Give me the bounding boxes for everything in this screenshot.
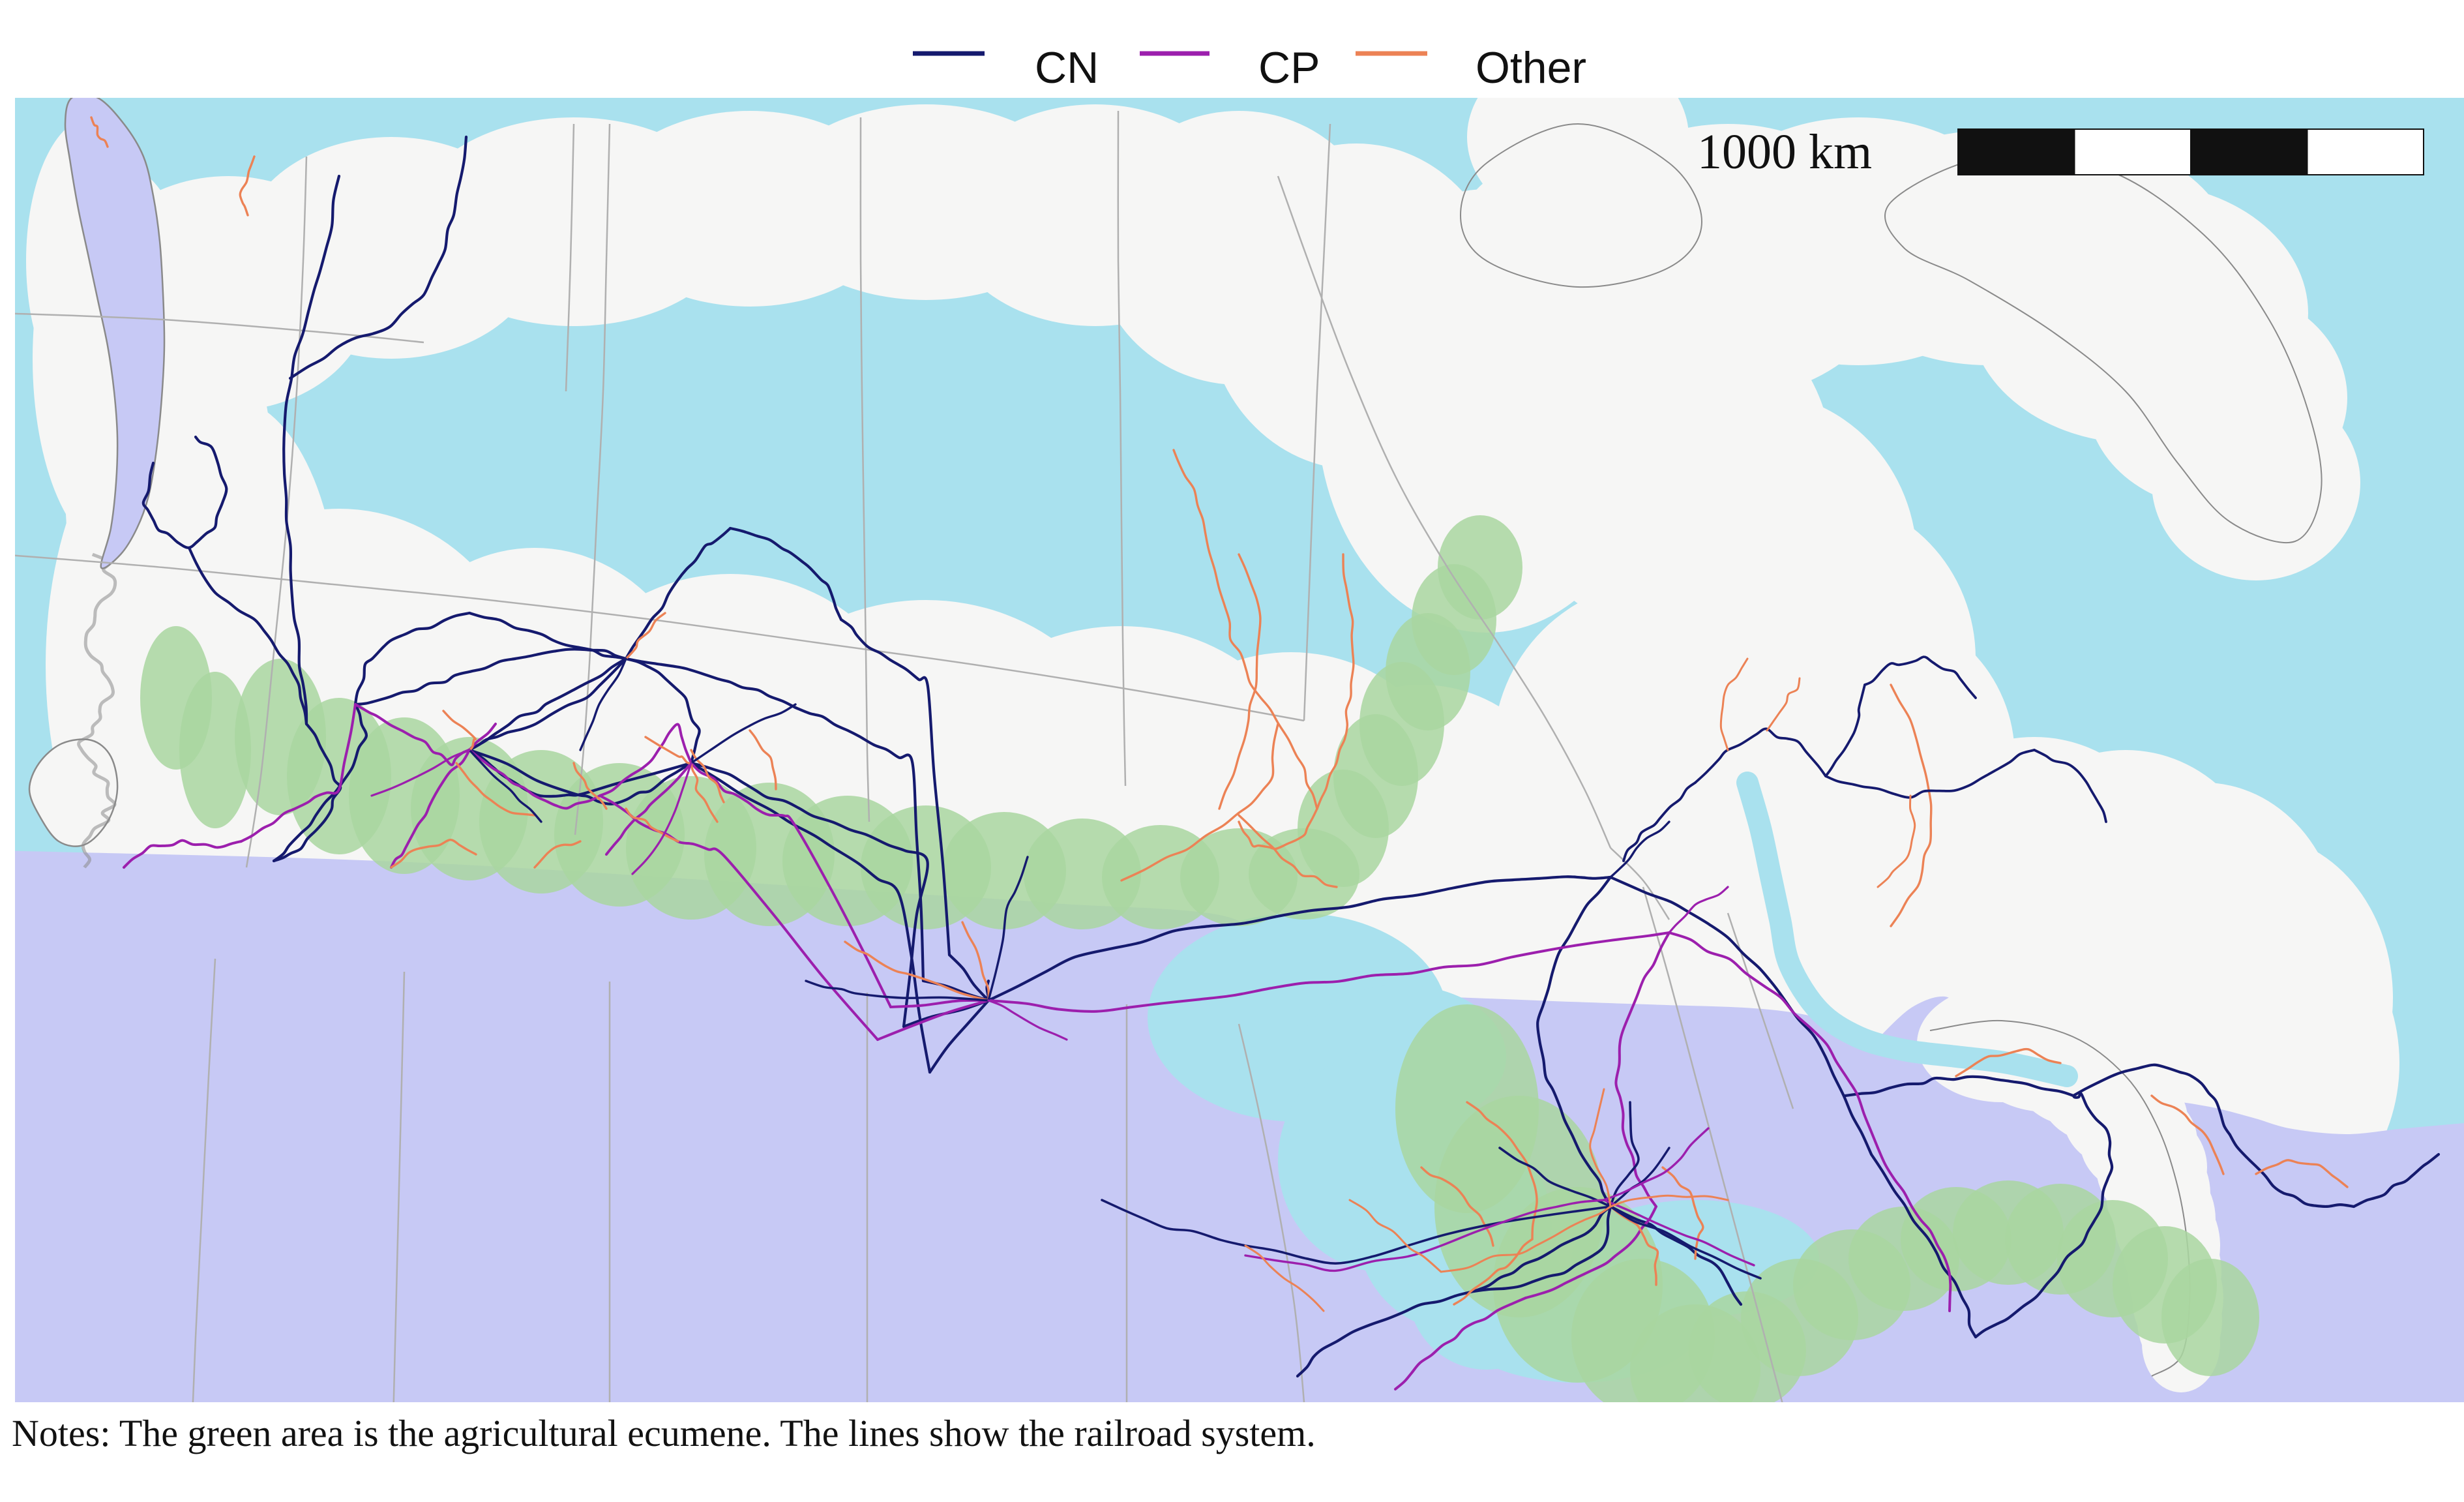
svg-text:Other: Other bbox=[1476, 43, 1586, 93]
svg-text:CN: CN bbox=[1035, 43, 1099, 93]
svg-text:1000 km: 1000 km bbox=[1697, 125, 1872, 179]
svg-text:CP: CP bbox=[1258, 43, 1320, 93]
